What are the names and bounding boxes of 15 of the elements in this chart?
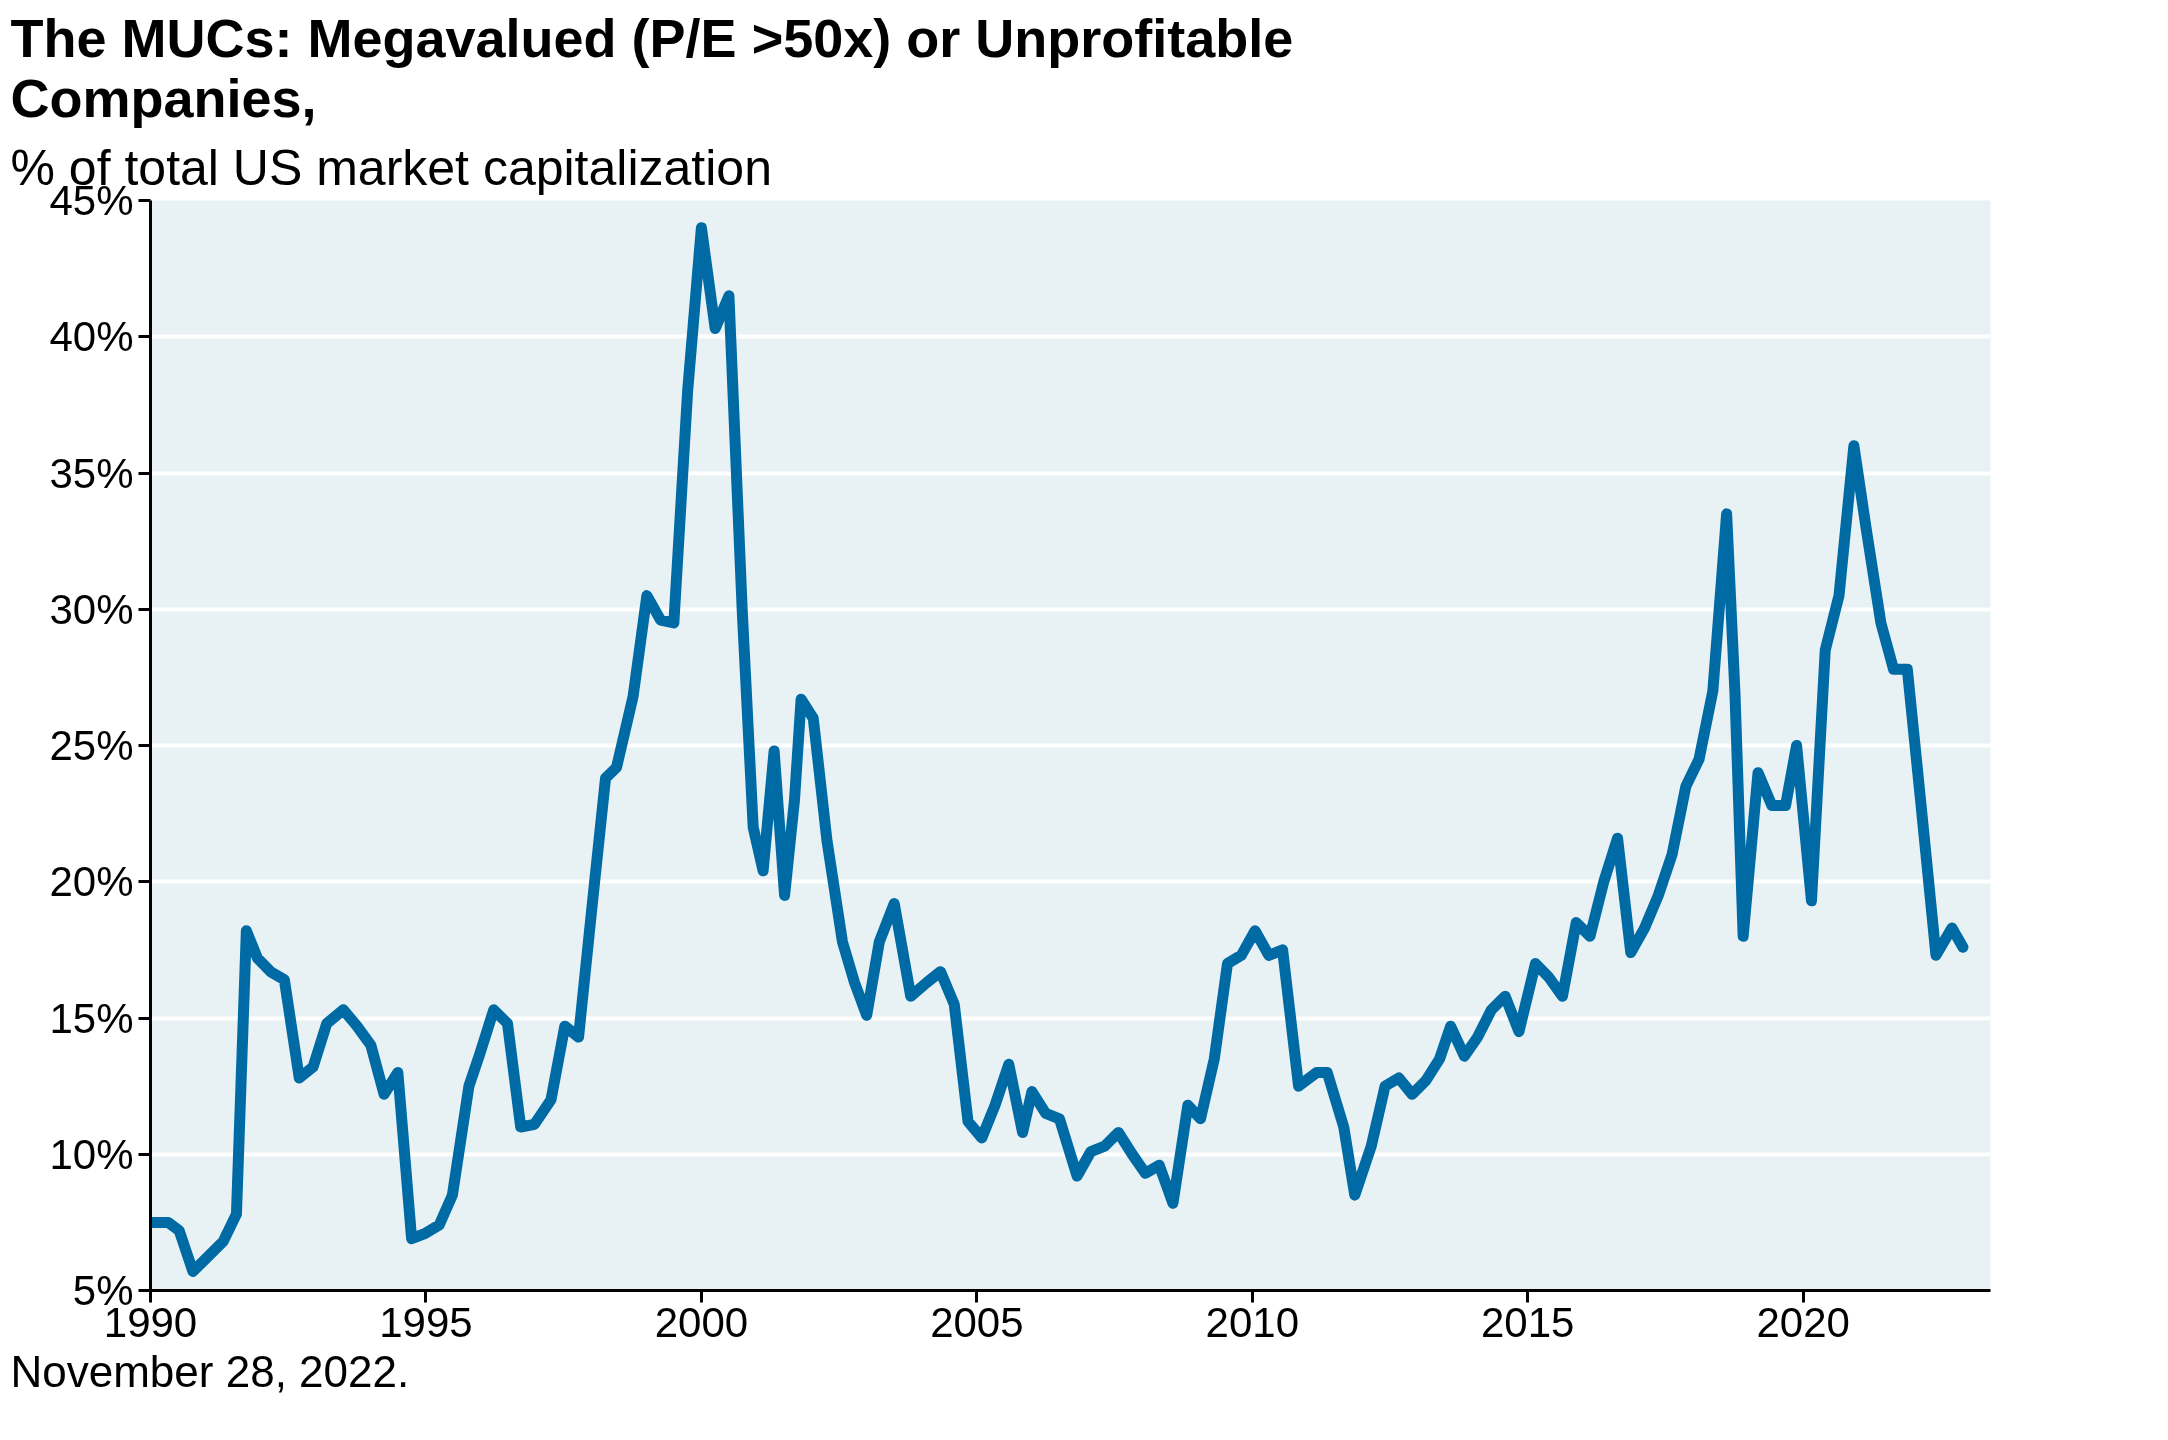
text: November 28, 2022. — [10, 1346, 410, 1396]
x-tick-label: 2015 — [1481, 1298, 1575, 1346]
x-tick-label: 2000 — [654, 1298, 749, 1346]
y-tick-label: 15% — [49, 994, 134, 1042]
y-tick-label: 40% — [49, 313, 134, 361]
chart-title: The MUCs: Megavalued (P/E >50x) or Unprofitable Companies, — [10, 7, 1294, 128]
y-tick-label: 25% — [49, 722, 134, 769]
x-tick-label: 2010 — [1205, 1298, 1300, 1346]
x-tick-label: 2020 — [1756, 1298, 1850, 1346]
y-tick-label: 30% — [49, 585, 134, 633]
x-tick-label: 2005 — [930, 1298, 1024, 1346]
y-tick-label: 35% — [49, 449, 134, 497]
y-tick-label: 10% — [49, 1130, 134, 1178]
x-tick-label: 1995 — [379, 1298, 473, 1346]
y-tick-label: 20% — [49, 858, 134, 906]
